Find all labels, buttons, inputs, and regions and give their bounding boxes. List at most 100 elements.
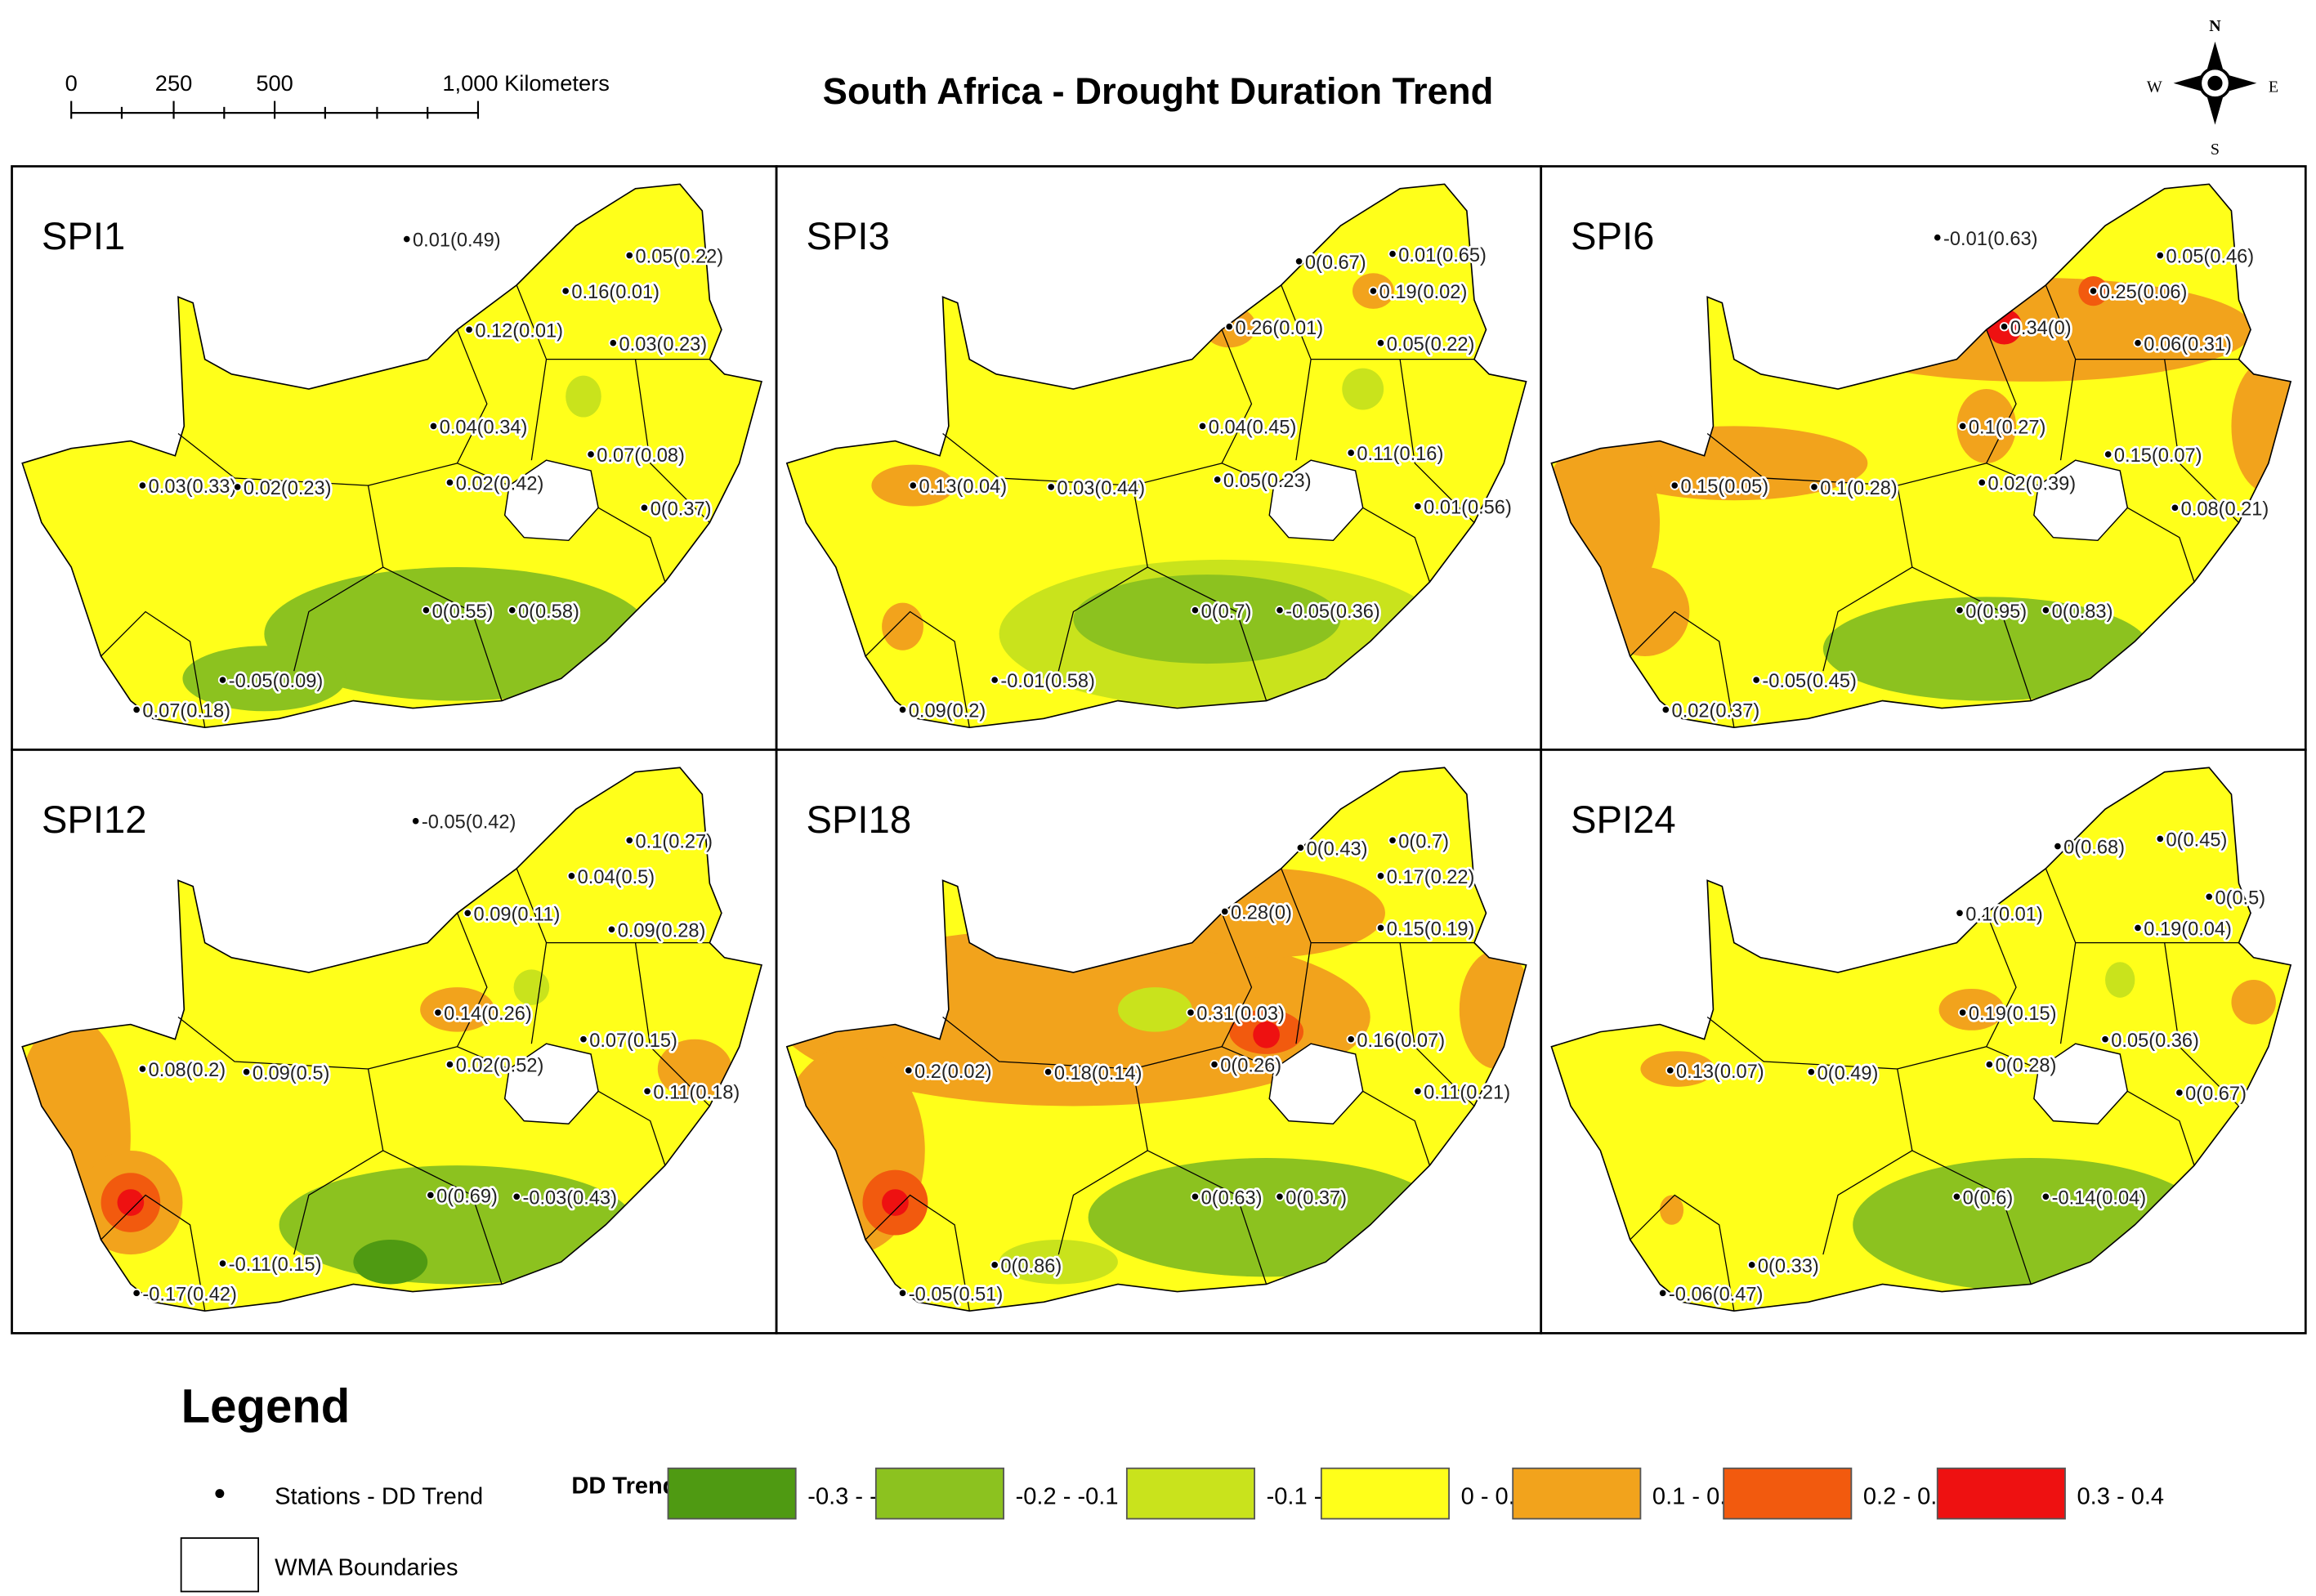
map-panel: SPI1 0.01(0.49) 0.05(0.22) 0.16(0.01) 0.12(0… — [11, 165, 778, 751]
station-label: 0.01(0.56) — [1424, 498, 1512, 519]
station-label: 0.1(0.01) — [1965, 904, 2043, 925]
station-label: 0.02(0.23) — [244, 478, 332, 499]
station — [1958, 1008, 1968, 1017]
station-label: 0.15(0.07) — [2114, 445, 2202, 467]
wma-boundary — [1281, 868, 1474, 944]
station — [1346, 448, 1356, 458]
station-label: 0(0.5) — [2215, 887, 2265, 909]
station-label: 0(0.49) — [1817, 1063, 1879, 1084]
wma-boundary — [1985, 329, 2039, 486]
station — [566, 871, 577, 881]
scale-label: 1,000 Kilometers — [442, 70, 609, 96]
map-panel: SPI3 0(0.67) 0.01(0.65) 0.19(0.02) 0.26(0.01… — [775, 165, 1543, 751]
trend-zone — [353, 1239, 428, 1285]
station — [608, 338, 618, 348]
station — [1747, 1260, 1757, 1270]
wma-boundary — [2045, 868, 2239, 944]
station-label: 0.07(0.18) — [142, 700, 230, 722]
station-label: -0.05(0.42) — [422, 812, 516, 834]
station-label: 0.2(0.02) — [914, 1062, 992, 1083]
station-label: 0.05(0.22) — [1387, 334, 1475, 355]
country-outline — [1550, 767, 2292, 1312]
station — [445, 477, 455, 488]
wma-boundary — [634, 942, 710, 1106]
station-label: 0.11(0.21) — [1424, 1082, 1510, 1103]
compass-s: S — [2211, 141, 2220, 159]
station — [2133, 338, 2143, 348]
station — [2133, 923, 2143, 933]
station-label: 0.09(0.2) — [909, 700, 986, 722]
station-label: 0.02(0.52) — [456, 1056, 544, 1077]
station — [2041, 1191, 2050, 1201]
station — [1220, 906, 1230, 917]
station — [1958, 421, 1968, 431]
station — [1368, 286, 1379, 296]
station-label: 0(0.68) — [2063, 838, 2125, 859]
station — [1346, 1035, 1356, 1044]
station — [1275, 1191, 1285, 1201]
station — [1388, 249, 1397, 259]
station — [1213, 475, 1223, 485]
station-label: 0(0.43) — [1307, 838, 1368, 860]
station — [1999, 322, 2010, 332]
station-label: 0.28(0) — [1231, 903, 1292, 924]
wma-boundary — [456, 329, 510, 486]
wma-boundary — [2059, 359, 2077, 461]
station — [579, 1035, 588, 1044]
station-label: 0.25(0.06) — [2099, 282, 2188, 303]
wma-boundary — [865, 610, 970, 728]
wma-boundary — [597, 1090, 666, 1166]
lesotho — [2033, 1043, 2129, 1125]
station — [464, 324, 474, 334]
trend-zone — [117, 1189, 145, 1216]
station-label: 0.19(0.15) — [1969, 1004, 2057, 1025]
wma-boundary — [101, 1194, 206, 1312]
station-label: 0.18(0.14) — [1054, 1063, 1142, 1084]
station-symbol — [215, 1489, 225, 1499]
station — [586, 449, 596, 459]
station-label: 0.07(0.08) — [597, 445, 685, 467]
station — [1209, 1059, 1219, 1070]
station-label: -0.17(0.42) — [142, 1284, 237, 1305]
wma-boundary — [1399, 359, 1475, 523]
station-label: 0.14(0.26) — [444, 1004, 532, 1025]
wma-boundary — [516, 284, 710, 360]
wma-boundary — [634, 359, 710, 523]
station-label: 0.07(0.15) — [589, 1030, 677, 1052]
wma-boundary — [2059, 942, 2077, 1044]
wma-boundary — [1911, 1150, 2032, 1285]
legend: Legend Stations - DD Trend DD Trend WMA … — [180, 1379, 2164, 1593]
station — [897, 1288, 908, 1298]
station-label: 0.1(0.27) — [1969, 418, 2046, 439]
panels: SPI1 0.01(0.49) 0.05(0.22) 0.16(0.01) 0.12(0… — [11, 165, 2307, 1334]
wma-boundary — [530, 359, 548, 461]
country-outline — [21, 767, 762, 1312]
station — [1295, 843, 1306, 852]
station-label: -0.05(0.45) — [1762, 671, 1857, 692]
station — [241, 1067, 252, 1077]
station — [137, 1064, 148, 1074]
station — [2155, 250, 2165, 261]
trend-zone — [1822, 597, 2150, 701]
station — [1952, 1191, 1961, 1201]
scale-bar — [70, 101, 480, 119]
station — [137, 481, 148, 490]
station-label: 0(0.95) — [1965, 601, 2027, 623]
trend-zone — [1660, 1195, 1684, 1225]
station-label: 0(0.58) — [518, 601, 579, 623]
wma-boundary — [1147, 1150, 1268, 1285]
station-label: 0(0.67) — [1305, 253, 1366, 274]
station — [1751, 675, 1761, 685]
lesotho — [1268, 1043, 1364, 1125]
station — [2088, 286, 2099, 296]
station-label: 0.11(0.16) — [1357, 444, 1443, 465]
station-label: 0.15(0.05) — [1680, 476, 1768, 498]
station-label: 0(0.7) — [1201, 601, 1252, 623]
map-panel: SPI24 0(0.68) 0(0.45) 0(0.5) 0.1(0.01) 0.19(0… — [1540, 749, 2307, 1334]
trend-zones — [22, 969, 732, 1285]
station — [426, 1190, 436, 1200]
wma-boundary — [516, 868, 710, 944]
legend-swatch — [1320, 1467, 1450, 1520]
